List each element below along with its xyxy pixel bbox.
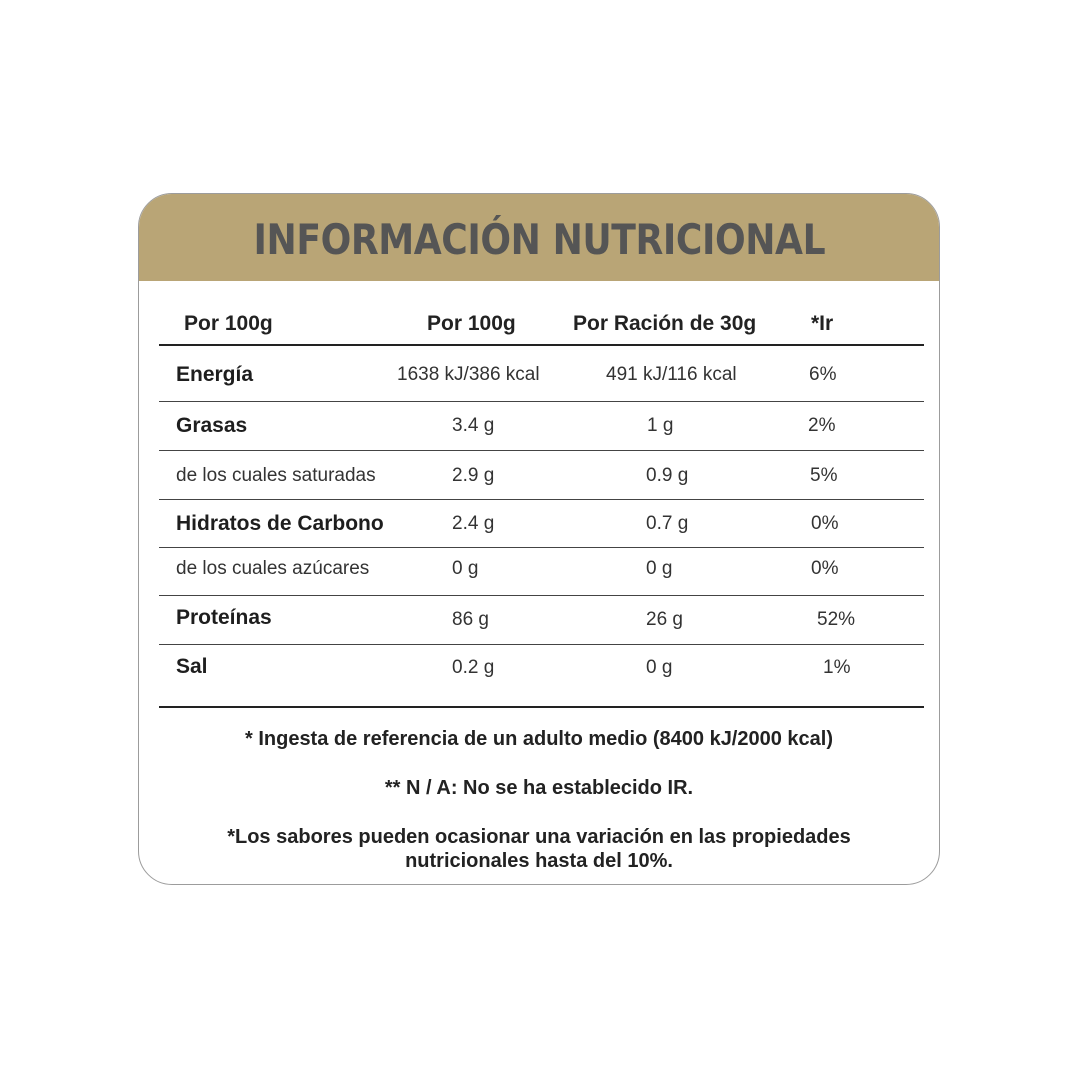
row-per100: 0.2 g [452,657,495,678]
row-label: Proteínas [176,606,272,629]
row-per100: 2.9 g [452,465,495,486]
row-divider [159,499,924,500]
row-serving: 0 g [646,558,673,579]
row-ir: 0% [811,513,839,534]
footnote-reference: * Ingesta de referencia de un adulto med… [244,728,834,750]
row-ir: 6% [809,364,837,385]
header-serving-col: Por Ración de 30g [573,312,757,335]
nutrition-card: INFORMACIÓN NUTRICIONAL Por 100g Por 100… [138,193,940,885]
footnote-flavors-line2: nutricionales hasta del 10%. [405,850,673,872]
row-per100: 3.4 g [452,415,495,436]
row-per100: 86 g [452,609,489,630]
row-ir: 1% [823,657,851,678]
card-header: INFORMACIÓN NUTRICIONAL [139,194,939,281]
header-per100-col: Por 100g [427,312,516,335]
row-label: Sal [176,655,208,678]
card-title: INFORMACIÓN NUTRICIONAL [253,215,825,264]
row-label: Grasas [176,414,248,437]
row-serving: 1 g [647,415,674,436]
footnote-na: ** N / A: No se ha establecido IR. [384,777,694,799]
row-divider [159,644,924,645]
header-divider [159,344,924,346]
row-label: Energía [176,363,254,386]
footnote-flavors-line1: *Los sabores pueden ocasionar una variac… [227,826,851,848]
row-per100: 0 g [452,558,479,579]
row-divider [159,547,924,548]
row-ir: 2% [808,415,836,436]
row-label: de los cuales azúcares [176,558,370,579]
row-per100: 1638 kJ/386 kcal [397,364,540,385]
header-label-col: Por 100g [184,312,273,335]
row-label: Hidratos de Carbono [176,512,384,535]
row-serving: 26 g [646,609,683,630]
header-ir-col: *Ir [811,312,834,335]
row-divider [159,595,924,596]
row-ir: 0% [811,558,839,579]
row-ir: 5% [810,465,838,486]
row-serving: 0.7 g [646,513,689,534]
row-label: de los cuales saturadas [176,465,376,486]
row-divider [159,401,924,402]
row-divider [159,450,924,451]
row-serving: 491 kJ/116 kcal [606,364,737,385]
table-bottom-divider [159,706,924,708]
row-ir: 52% [817,609,856,630]
row-serving: 0.9 g [646,465,689,486]
row-per100: 2.4 g [452,513,495,534]
row-serving: 0 g [646,657,673,678]
